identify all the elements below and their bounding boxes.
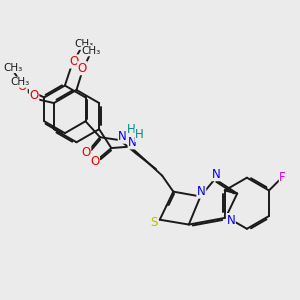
Text: CH₃: CH₃	[81, 46, 101, 56]
Text: O: O	[78, 62, 87, 75]
Text: CH₃: CH₃	[3, 62, 22, 73]
Text: N: N	[128, 136, 137, 149]
Text: S: S	[150, 215, 158, 229]
Text: O: O	[90, 155, 99, 168]
Text: O: O	[69, 55, 78, 68]
Text: CH₃: CH₃	[74, 39, 93, 49]
Text: H: H	[126, 123, 135, 136]
Text: N: N	[197, 185, 206, 198]
Text: N: N	[226, 214, 235, 226]
Text: H: H	[135, 128, 144, 142]
Text: CH₃: CH₃	[11, 77, 30, 87]
Text: O: O	[82, 146, 91, 159]
Text: O: O	[29, 89, 39, 102]
Text: O: O	[18, 80, 27, 93]
Text: N: N	[212, 168, 221, 181]
Text: N: N	[118, 130, 127, 143]
Text: F: F	[279, 171, 286, 184]
